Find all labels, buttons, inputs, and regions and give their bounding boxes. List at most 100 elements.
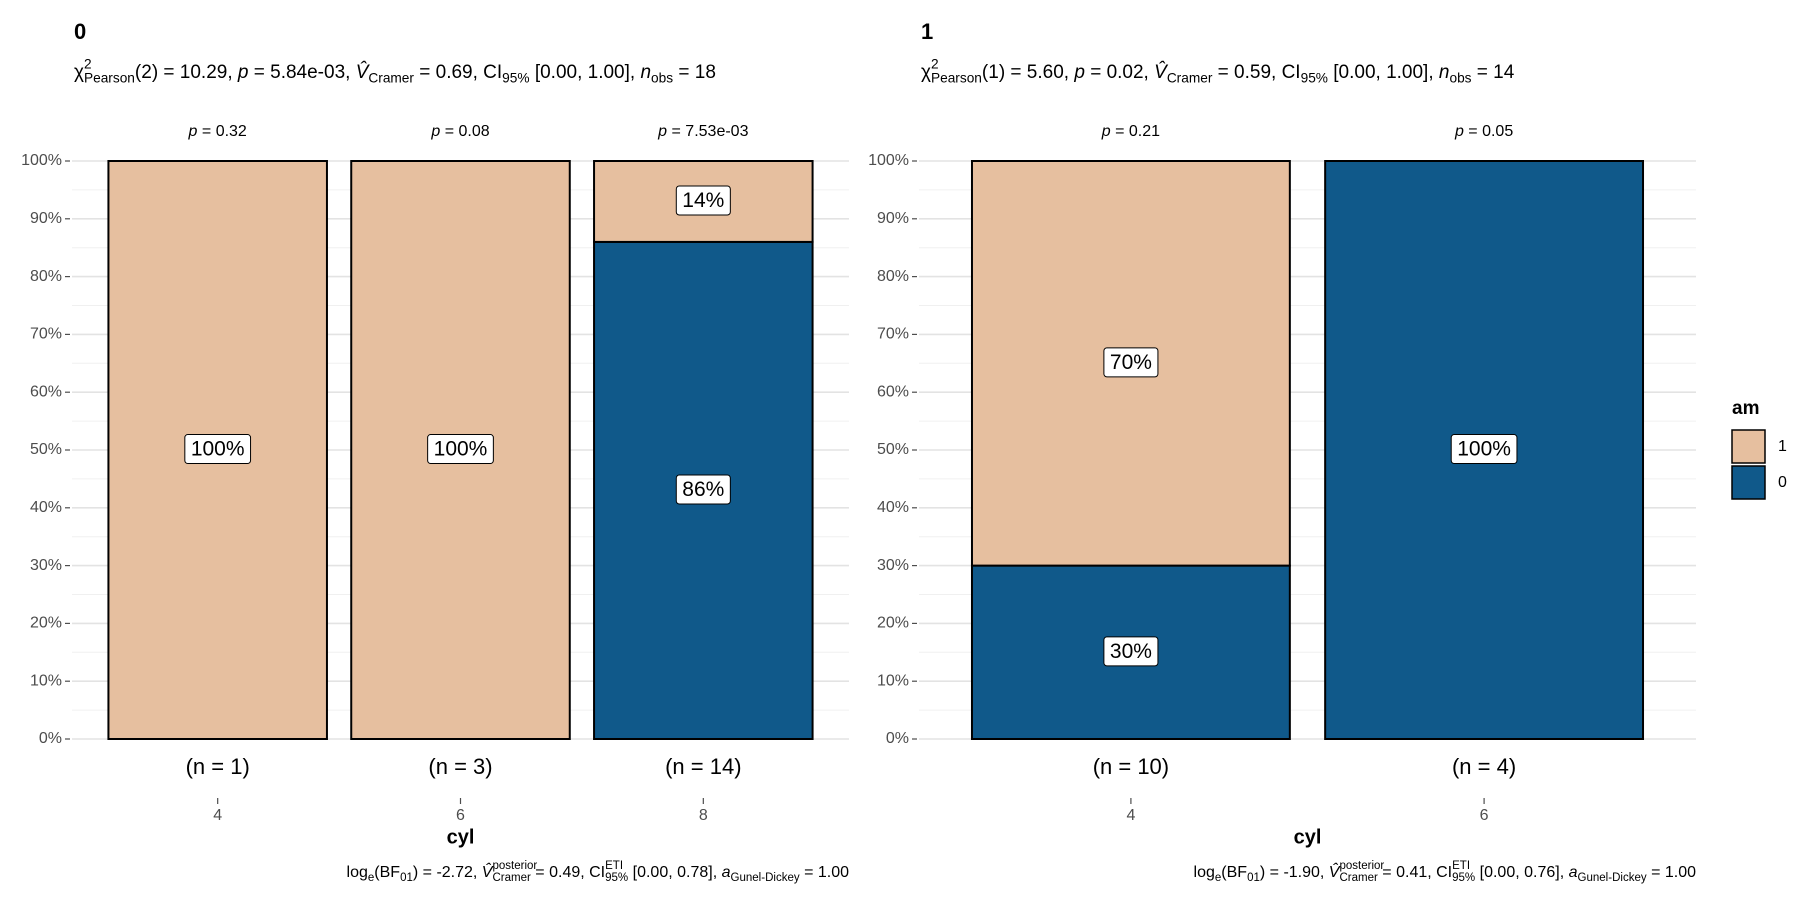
text-segment: p [1101, 123, 1111, 140]
y-tick-label: 20% [877, 615, 909, 632]
caption: loge(BF01) = -1.90, V̂posterior Cramer = … [1194, 860, 1697, 884]
label-box [1103, 347, 1159, 378]
text-segment: χ [921, 62, 931, 83]
text-segment: = 0.02, [1085, 62, 1154, 83]
text-segment: (BF [1221, 864, 1247, 881]
text-segment: = 1.00 [800, 864, 849, 881]
text-segment: 2 [931, 56, 939, 71]
text-segment: Cramer [1167, 70, 1213, 85]
text-segment: (2) = 10.29, [135, 62, 238, 83]
text-segment: 95% [1301, 70, 1328, 85]
label-box [1103, 636, 1159, 667]
text-segment: = 5.84e-03, [248, 62, 355, 83]
text-segment: ) = -2.72, [413, 864, 482, 881]
y-tick-label: 70% [30, 326, 62, 343]
text-segment: Cramer [1339, 872, 1378, 884]
text-segment: e [368, 872, 374, 884]
text-segment: p [1073, 62, 1085, 83]
text-segment: ) = -1.90, [1260, 864, 1329, 881]
p-label: p = 0.21 [1101, 123, 1160, 140]
x-axis-label: cyl [1294, 826, 1322, 848]
text-segment: p [188, 123, 198, 140]
subtitle: χ2 Pearson(2) = 10.29, p = 5.84e-03, V̂Cr… [74, 56, 716, 85]
text-segment: obs [651, 70, 673, 85]
caption: loge(BF01) = -2.72, V̂posterior Cramer = … [347, 860, 850, 884]
text-segment: posterior [492, 860, 537, 872]
legend-key [1731, 465, 1766, 500]
y-tick-label: 50% [30, 441, 62, 458]
label-box [1450, 434, 1518, 465]
label-box [675, 474, 731, 505]
x-tick-label: 4 [1126, 807, 1135, 824]
legend-title: am [1732, 398, 1759, 419]
text-segment: n [1439, 62, 1450, 83]
text-segment: (1) = 5.60, [982, 62, 1074, 83]
text-segment: χ [74, 62, 84, 83]
text-segment: log [1194, 864, 1215, 881]
y-tick-label: 90% [877, 210, 909, 227]
text-segment: V̂ [356, 61, 371, 83]
p-label: p = 0.08 [430, 123, 489, 140]
label-box [427, 434, 494, 465]
count-label: (n = 3) [428, 754, 492, 779]
x-tick-label: 6 [456, 807, 465, 824]
text-segment: [0.00, 1.00], [1328, 62, 1439, 83]
text-segment: 2 [84, 56, 92, 71]
text-segment: = 0.59, CI [1212, 62, 1300, 83]
text-segment: = 0.21 [1111, 123, 1160, 140]
text-segment: 95% [1452, 872, 1475, 884]
text-segment: n [640, 62, 651, 83]
y-tick-label: 40% [30, 499, 62, 516]
p-label: p = 0.05 [1454, 123, 1513, 140]
y-tick-label: 40% [877, 499, 909, 516]
y-tick-label: 70% [877, 326, 909, 343]
value-label: 100% [434, 438, 488, 461]
text-segment: 95% [605, 872, 628, 884]
text-segment: 95% [502, 70, 529, 85]
text-segment: ETI [1452, 860, 1470, 872]
y-tick-label: 60% [30, 383, 62, 400]
y-tick-label: 10% [30, 672, 62, 689]
y-tick-label: 20% [30, 615, 62, 632]
text-segment: Pearson [84, 70, 135, 85]
text-segment: a [1569, 864, 1578, 881]
text-segment: e [1215, 872, 1221, 884]
text-segment: Cramer [368, 70, 414, 85]
text-segment: = 0.69, CI [414, 62, 502, 83]
x-tick-label: 6 [1480, 807, 1489, 824]
text-segment: = 0.08 [440, 123, 489, 140]
text-segment: = 0.41, CI [1378, 864, 1452, 881]
text-segment: 01 [1247, 872, 1260, 884]
panel-title: 0 [74, 19, 86, 44]
text-segment: p [430, 123, 440, 140]
text-segment: obs [1449, 70, 1471, 85]
y-tick-label: 80% [877, 268, 909, 285]
text-segment: 01 [400, 872, 413, 884]
subtitle: χ2 Pearson(1) = 5.60, p = 0.02, V̂Cramer … [921, 56, 1515, 85]
value-label: 86% [682, 478, 724, 501]
text-segment: V̂ [1329, 862, 1341, 882]
x-tick-label: 4 [213, 807, 222, 824]
text-segment: = 14 [1472, 62, 1515, 83]
value-label: 100% [1457, 438, 1511, 461]
text-segment: = 0.05 [1464, 123, 1513, 140]
legend-key [1731, 429, 1766, 464]
count-label: (n = 4) [1452, 754, 1516, 779]
x-tick-label: 8 [699, 807, 708, 824]
text-segment: Gunel-Dickey [731, 872, 800, 884]
y-tick-label: 60% [877, 383, 909, 400]
y-tick-label: 50% [877, 441, 909, 458]
text-segment: ETI [605, 860, 623, 872]
text-segment: a [722, 864, 731, 881]
text-segment: p [1454, 123, 1464, 140]
text-segment: V̂ [1154, 61, 1169, 83]
panel-title: 1 [921, 19, 933, 44]
text-segment: V̂ [482, 862, 494, 882]
value-label: 70% [1110, 351, 1152, 374]
text-segment: p [237, 62, 249, 83]
text-segment: [0.00, 0.78], [628, 864, 721, 881]
text-segment: = 1.00 [1647, 864, 1696, 881]
label-box [184, 434, 252, 465]
